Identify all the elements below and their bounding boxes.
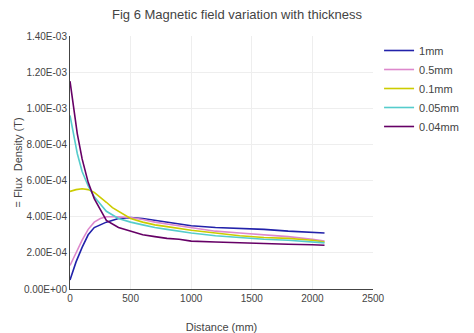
svg-text:500: 500 — [122, 293, 139, 304]
svg-text:0.00E+00: 0.00E+00 — [24, 284, 68, 295]
svg-text:1500: 1500 — [241, 293, 264, 304]
svg-text:0.1mm: 0.1mm — [419, 83, 453, 95]
svg-text:= Flux Density (T): = Flux Density (T) — [12, 117, 24, 207]
svg-text:0: 0 — [67, 293, 73, 304]
svg-text:0.5mm: 0.5mm — [419, 64, 453, 76]
svg-text:4.00E-04: 4.00E-04 — [26, 211, 67, 222]
svg-text:1mm: 1mm — [419, 45, 443, 57]
svg-text:8.00E-04: 8.00E-04 — [26, 139, 67, 150]
svg-text:2.00E-04: 2.00E-04 — [26, 247, 67, 258]
svg-text:Distance (mm): Distance (mm) — [186, 321, 258, 333]
svg-text:0.04mm: 0.04mm — [419, 121, 459, 133]
svg-text:1.20E-03: 1.20E-03 — [26, 67, 67, 78]
svg-text:1.00E-03: 1.00E-03 — [26, 103, 67, 114]
svg-text:2000: 2000 — [301, 293, 324, 304]
svg-text:Fig 6 Magnetic field variation: Fig 6 Magnetic field variation with thic… — [112, 7, 363, 22]
svg-text:1000: 1000 — [180, 293, 203, 304]
svg-text:0.05mm: 0.05mm — [419, 102, 459, 114]
svg-text:2500: 2500 — [362, 293, 385, 304]
svg-text:6.00E-04: 6.00E-04 — [26, 175, 67, 186]
svg-text:1.40E-03: 1.40E-03 — [26, 31, 67, 42]
